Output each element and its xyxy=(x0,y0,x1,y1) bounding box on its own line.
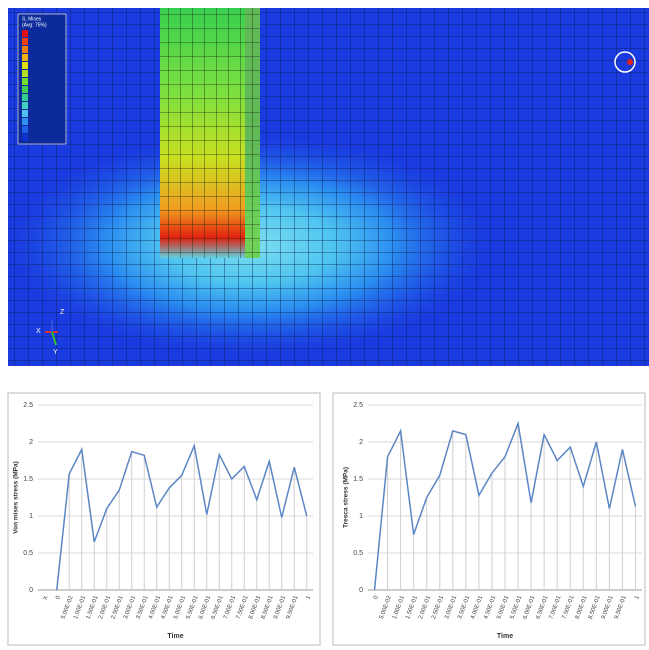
legend-swatch xyxy=(22,62,28,69)
legend-swatch xyxy=(22,134,28,141)
fem-render: S, Mises (Avg: 75%) Z X Y xyxy=(8,8,649,366)
y-tick-label: 0.5 xyxy=(353,550,363,557)
chart-frame xyxy=(332,392,646,646)
x-tick-label: 0 xyxy=(55,595,62,601)
y-tick-label: 1.5 xyxy=(353,476,363,483)
y-tick-label: 0 xyxy=(359,587,363,594)
y-tick-label: 2.5 xyxy=(353,402,363,409)
y-tick-label: 2 xyxy=(29,439,33,446)
x-tick-label: X xyxy=(43,595,50,601)
legend-swatch xyxy=(22,94,28,101)
y-tick-label: 1 xyxy=(29,513,33,520)
y-tick-label: 0 xyxy=(29,587,33,594)
y-tick-label: 1.5 xyxy=(23,476,33,483)
legend-swatch xyxy=(22,54,28,61)
legend-swatch xyxy=(22,126,28,133)
legend-title: S, Mises xyxy=(22,16,42,22)
x-axis-label: Time xyxy=(497,633,513,640)
x-tick-label: 0 xyxy=(373,595,380,601)
x-axis-label: Time xyxy=(167,633,183,640)
y-tick-label: 0.5 xyxy=(23,550,33,557)
legend-swatch xyxy=(22,46,28,53)
x-tick-label: 1 xyxy=(634,595,641,601)
triad-label: X xyxy=(36,328,41,335)
y-axis-label: Tresca stress (MPa) xyxy=(343,467,350,528)
chart-frame xyxy=(7,392,321,646)
legend-swatch xyxy=(22,102,28,109)
legend-swatch xyxy=(22,70,28,77)
legend-swatch xyxy=(22,78,28,85)
legend-swatch xyxy=(22,86,28,93)
y-tick-label: 2 xyxy=(359,439,363,446)
legend-swatch xyxy=(22,118,28,125)
series-line xyxy=(56,443,308,591)
series-line xyxy=(373,420,637,591)
triad-label: Y xyxy=(53,349,58,356)
x-tick-label: 1 xyxy=(305,595,312,601)
legend-swatch xyxy=(22,30,28,37)
legend-swatch xyxy=(22,110,28,117)
y-axis-label: Von mises stress (MPa) xyxy=(13,461,20,534)
y-tick-label: 1 xyxy=(359,513,363,520)
legend-swatch xyxy=(22,38,28,45)
triad-label: Z xyxy=(60,309,65,316)
y-tick-label: 2.5 xyxy=(23,402,33,409)
legend-subtitle: (Avg: 75%) xyxy=(22,22,47,28)
